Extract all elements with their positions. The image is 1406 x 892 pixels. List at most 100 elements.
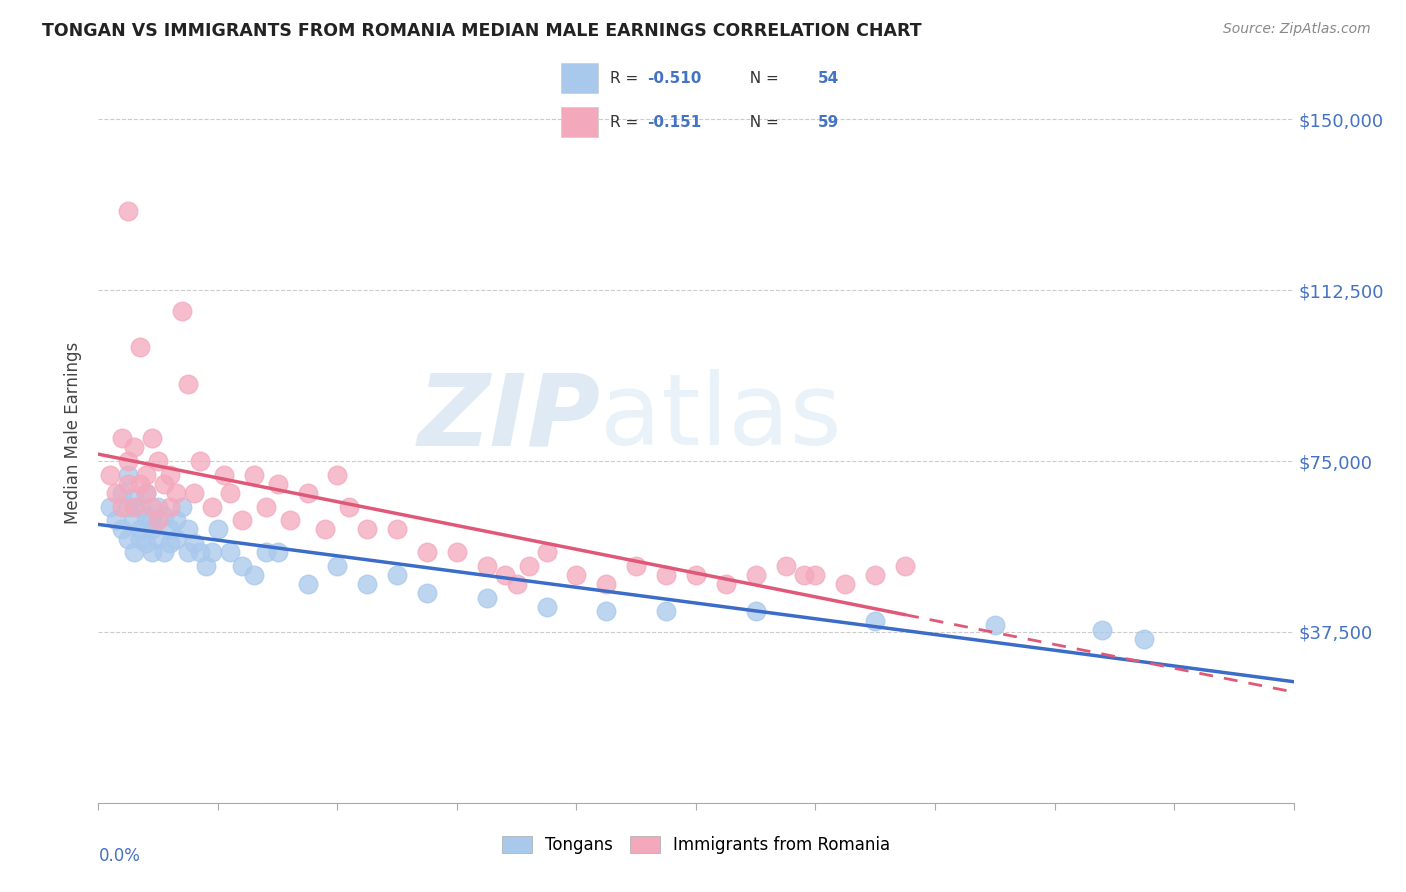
Text: TONGAN VS IMMIGRANTS FROM ROMANIA MEDIAN MALE EARNINGS CORRELATION CHART: TONGAN VS IMMIGRANTS FROM ROMANIA MEDIAN…	[42, 22, 922, 40]
Point	[745, 568, 768, 582]
Point	[159, 467, 181, 482]
Point	[148, 532, 170, 546]
Point	[315, 523, 337, 537]
Point	[207, 523, 229, 537]
Point	[714, 577, 737, 591]
Text: R =: R =	[610, 70, 644, 86]
Point	[177, 376, 200, 391]
Point	[141, 500, 163, 514]
Point	[117, 532, 139, 546]
Point	[117, 476, 139, 491]
Point	[105, 486, 128, 500]
Point	[416, 545, 439, 559]
Text: 59: 59	[817, 115, 839, 129]
Point	[135, 536, 157, 550]
Point	[148, 454, 170, 468]
Point	[865, 568, 887, 582]
Point	[135, 486, 157, 500]
Point	[297, 577, 319, 591]
Point	[141, 513, 163, 527]
Point	[124, 500, 146, 514]
Point	[159, 523, 181, 537]
Point	[129, 476, 152, 491]
Point	[129, 523, 152, 537]
Point	[183, 536, 205, 550]
Point	[243, 568, 266, 582]
Point	[1091, 623, 1114, 637]
Point	[685, 568, 707, 582]
Point	[254, 500, 277, 514]
Text: R =: R =	[610, 115, 644, 129]
Point	[117, 467, 139, 482]
Point	[775, 558, 797, 573]
Point	[506, 577, 529, 591]
Bar	[561, 63, 598, 93]
Text: Source: ZipAtlas.com: Source: ZipAtlas.com	[1223, 22, 1371, 37]
Point	[1133, 632, 1156, 646]
Point	[159, 536, 181, 550]
Point	[219, 486, 242, 500]
Point	[231, 513, 253, 527]
Point	[153, 508, 176, 523]
Point	[254, 545, 277, 559]
Point	[195, 558, 218, 573]
Point	[188, 454, 211, 468]
Point	[165, 513, 187, 527]
Point	[117, 500, 139, 514]
Point	[219, 545, 242, 559]
Point	[111, 486, 134, 500]
Point	[385, 568, 409, 582]
Point	[626, 558, 648, 573]
Point	[494, 568, 516, 582]
Point	[135, 486, 157, 500]
Point	[595, 604, 617, 618]
Point	[655, 568, 678, 582]
Point	[153, 545, 176, 559]
Point	[111, 500, 134, 514]
Point	[124, 513, 146, 527]
Point	[267, 545, 290, 559]
Point	[159, 500, 181, 514]
Point	[135, 467, 157, 482]
Text: ZIP: ZIP	[418, 369, 600, 467]
Legend: Tongans, Immigrants from Romania: Tongans, Immigrants from Romania	[495, 830, 897, 861]
Point	[141, 545, 163, 559]
Text: 54: 54	[817, 70, 839, 86]
Point	[804, 568, 827, 582]
Point	[117, 454, 139, 468]
Point	[201, 545, 224, 559]
Point	[475, 558, 498, 573]
Point	[153, 476, 176, 491]
Point	[98, 467, 122, 482]
Point	[517, 558, 540, 573]
Point	[129, 340, 152, 354]
Point	[124, 491, 146, 505]
Point	[111, 523, 134, 537]
Text: -0.151: -0.151	[647, 115, 702, 129]
Point	[165, 486, 187, 500]
Bar	[561, 108, 598, 137]
Point	[745, 604, 768, 618]
Text: N =: N =	[740, 70, 783, 86]
Point	[141, 523, 163, 537]
Point	[172, 303, 194, 318]
Point	[129, 500, 152, 514]
Point	[177, 523, 200, 537]
Point	[446, 545, 468, 559]
Point	[984, 618, 1007, 632]
Point	[129, 532, 152, 546]
Point	[188, 545, 211, 559]
Point	[297, 486, 319, 500]
Point	[339, 500, 361, 514]
Point	[865, 614, 887, 628]
Point	[212, 467, 235, 482]
Point	[356, 577, 378, 591]
Point	[385, 523, 409, 537]
Point	[536, 545, 558, 559]
Point	[165, 532, 187, 546]
Point	[356, 523, 378, 537]
Point	[141, 431, 163, 445]
Y-axis label: Median Male Earnings: Median Male Earnings	[65, 342, 83, 524]
Point	[536, 599, 558, 614]
Text: -0.510: -0.510	[647, 70, 702, 86]
